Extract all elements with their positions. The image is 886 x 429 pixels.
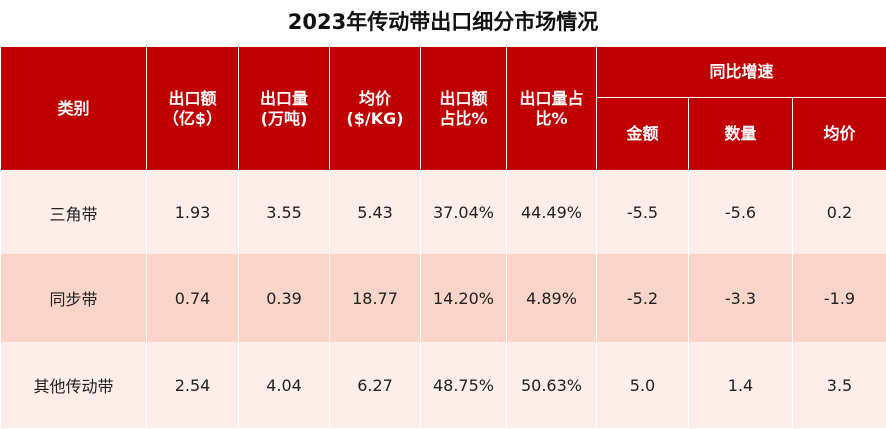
header-value-share: 出口额 占比% [420, 46, 507, 171]
header-avg-price-line1: 均价 [358, 89, 391, 109]
header-yoy-volume: 数量 [688, 97, 793, 171]
header-yoy-price: 均价 [792, 97, 886, 171]
cell-yoy-value: -5.5 [596, 170, 689, 254]
header-value-share-line1: 出口额 [439, 89, 488, 109]
cell-yoy-price: -1.9 [792, 254, 886, 342]
cell-category: 三角带 [0, 170, 147, 254]
cell-yoy-value: -5.2 [596, 254, 689, 342]
cell-category: 其他传动带 [0, 342, 147, 428]
header-yoy-value: 金额 [596, 97, 689, 171]
header-export-value-line2: （亿$） [162, 108, 223, 128]
header-export-volume: 出口量 (万吨) [238, 46, 330, 171]
header-avg-price: 均价 ($/KG) [329, 46, 421, 171]
header-row-bottom: 金额 数量 均价 [1, 97, 886, 171]
export-market-table: 类别 出口额 （亿$） 出口量 (万吨) 均价 ($/KG) 出口额 占比% 出… [0, 46, 886, 428]
cell-yoy-volume: 1.4 [688, 342, 793, 428]
cell-export-value: 0.74 [146, 254, 239, 342]
header-yoy-group: 同比增速 [596, 46, 886, 98]
table-row: 同步带 0.74 0.39 18.77 14.20% 4.89% -5.2 -3… [0, 254, 886, 342]
cell-value-share: 14.20% [420, 254, 507, 342]
cell-volume-share: 50.63% [506, 342, 597, 428]
header-row-top: 类别 出口额 （亿$） 出口量 (万吨) 均价 ($/KG) 出口额 占比% 出… [0, 46, 886, 171]
header-category: 类别 [0, 46, 147, 171]
cell-avg-price: 6.27 [329, 342, 421, 428]
cell-value-share: 37.04% [420, 170, 507, 254]
cell-yoy-volume: -3.3 [688, 254, 793, 342]
cell-volume-share: 4.89% [506, 254, 597, 342]
cell-avg-price: 5.43 [329, 170, 421, 254]
cell-yoy-volume: -5.6 [688, 170, 793, 254]
header-export-volume-line2: (万吨) [260, 108, 308, 128]
header-volume-share-line1: 出口量占 [519, 89, 584, 109]
header-value-share-line2: 占比% [439, 108, 488, 128]
cell-yoy-value: 5.0 [596, 342, 689, 428]
cell-export-value: 2.54 [146, 342, 239, 428]
cell-category: 同步带 [0, 254, 147, 342]
cell-value-share: 48.75% [420, 342, 507, 428]
header-volume-share: 出口量占 比% [506, 46, 597, 171]
cell-export-volume: 0.39 [238, 254, 330, 342]
header-avg-price-line2: ($/KG) [346, 108, 404, 128]
cell-yoy-price: 3.5 [792, 342, 886, 428]
table-title: 2023年传动带出口细分市场情况 [287, 10, 599, 34]
cell-yoy-price: 0.2 [792, 170, 886, 254]
table-row: 三角带 1.93 3.55 5.43 37.04% 44.49% -5.5 -5… [0, 170, 886, 254]
cell-export-volume: 4.04 [238, 342, 330, 428]
cell-export-volume: 3.55 [238, 170, 330, 254]
header-export-volume-line1: 出口量 [259, 89, 308, 109]
cell-avg-price: 18.77 [329, 254, 421, 342]
header-volume-share-line2: 比% [535, 108, 568, 128]
header-export-value: 出口额 （亿$） [146, 46, 239, 171]
cell-export-value: 1.93 [146, 170, 239, 254]
header-export-value-line1: 出口额 [168, 89, 217, 109]
cell-volume-share: 44.49% [506, 170, 597, 254]
table-row: 其他传动带 2.54 4.04 6.27 48.75% 50.63% 5.0 1… [0, 342, 886, 428]
